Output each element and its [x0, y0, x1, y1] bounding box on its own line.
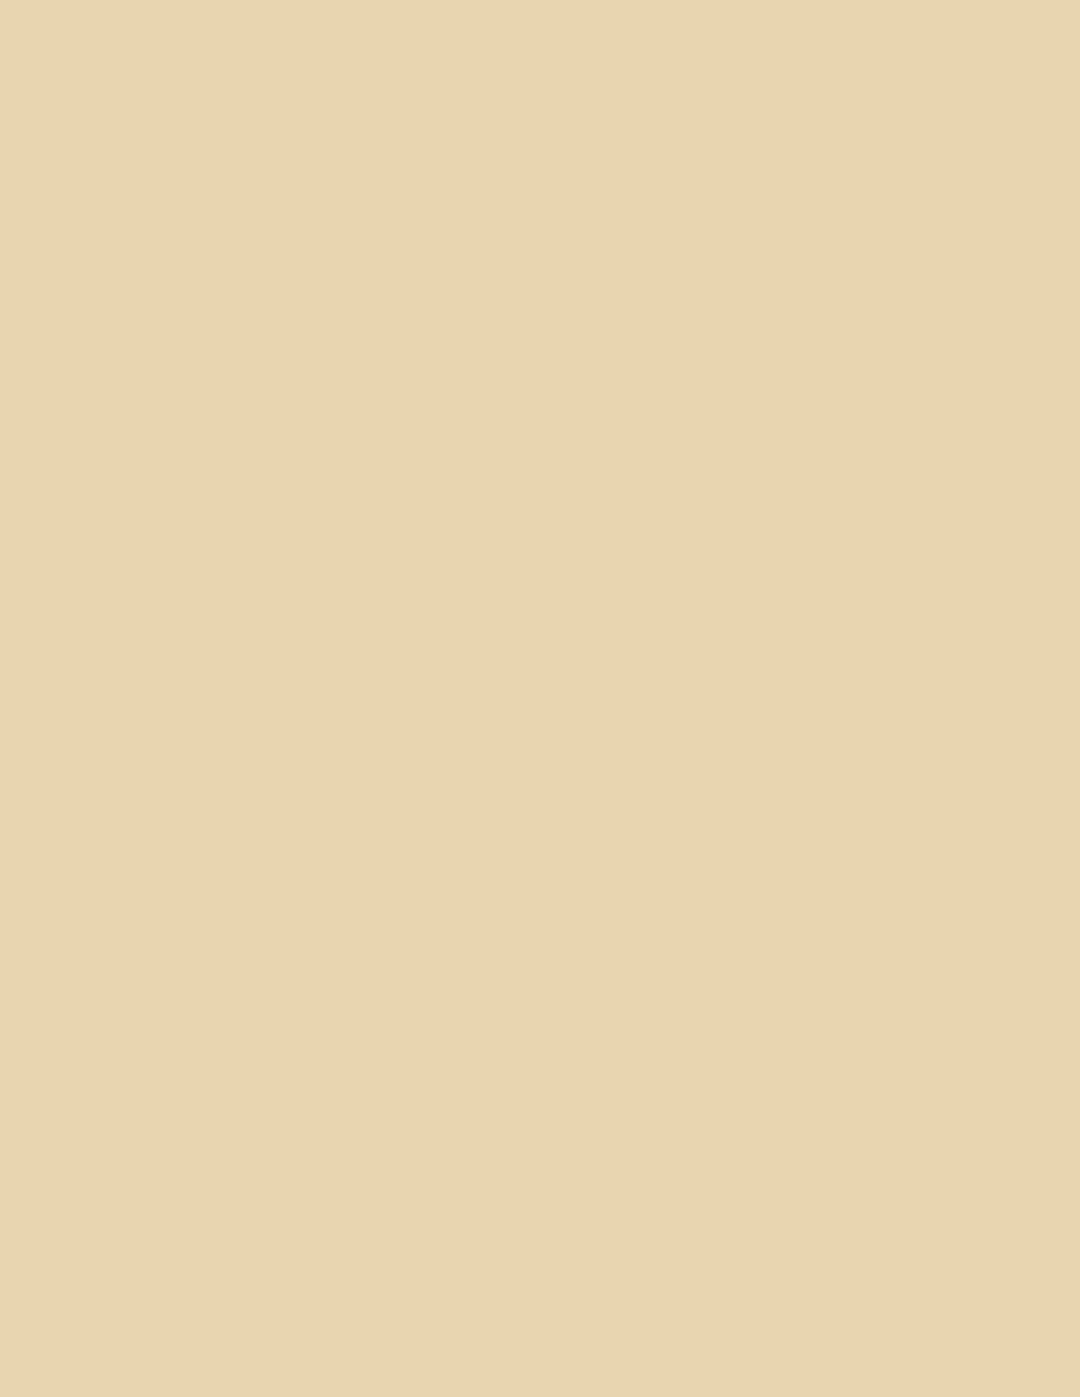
Text: Figure 28: Figure 28: [689, 675, 752, 687]
FancyBboxPatch shape: [208, 0, 1080, 1108]
Text: REV: REV: [71, 834, 80, 838]
FancyBboxPatch shape: [0, 0, 962, 1397]
FancyBboxPatch shape: [375, 0, 1057, 851]
FancyBboxPatch shape: [0, 0, 951, 1397]
Text: FWD: FWD: [948, 1227, 958, 1231]
FancyBboxPatch shape: [0, 320, 489, 1175]
Circle shape: [636, 1080, 934, 1397]
Text: will signify the pitch: will signify the pitch: [373, 272, 525, 286]
Circle shape: [241, 658, 269, 694]
FancyBboxPatch shape: [0, 0, 972, 1397]
FancyBboxPatch shape: [255, 402, 1080, 1397]
Circle shape: [611, 330, 678, 416]
Bar: [73, 805, 232, 824]
FancyBboxPatch shape: [485, 705, 1080, 1397]
Circle shape: [645, 376, 933, 749]
Text: p/b: p/b: [55, 911, 64, 916]
Text: percentage (speed) of the sample. +0 00 is your default setting - Normal: percentage (speed) of the sample. +0 00 …: [28, 291, 565, 305]
Text: CUE: CUE: [651, 556, 662, 562]
FancyBboxPatch shape: [0, 320, 427, 1175]
Text: Figure 30: Figure 30: [689, 1384, 752, 1397]
Text: clockwise direction will increase the volume. Turning the wheel in a counter-: clockwise direction will increase the vo…: [295, 773, 855, 787]
Text: PRO-SCRATCH2: PRO-SCRATCH2: [737, 1044, 769, 1048]
Circle shape: [690, 1134, 723, 1176]
Text: either a momentary change or set adjustment. The sample values are changed in th: either a momentary change or set adjustm…: [28, 180, 761, 196]
Circle shape: [772, 539, 807, 584]
FancyBboxPatch shape: [572, 752, 1080, 1397]
FancyBboxPatch shape: [0, 0, 942, 1397]
FancyBboxPatch shape: [600, 0, 1080, 851]
Circle shape: [82, 756, 99, 778]
FancyBboxPatch shape: [0, 17, 644, 1397]
Text: Figure 29: Figure 29: [123, 985, 186, 997]
FancyBboxPatch shape: [159, 0, 1080, 1108]
Text: Changing the Sample Parameters - Volume: Changing the Sample Parameters - Volume: [295, 680, 681, 694]
Text: Scratch: Scratch: [144, 813, 164, 817]
FancyBboxPatch shape: [600, 705, 1080, 1397]
Text: PRO-SCRATCH2: PRO-SCRATCH2: [741, 334, 774, 337]
Circle shape: [602, 1038, 672, 1129]
Bar: [38, 759, 58, 774]
Text: While a sample is playing push the: While a sample is playing push the: [28, 254, 289, 270]
FancyBboxPatch shape: [0, 363, 510, 1217]
Bar: [618, 492, 654, 507]
Bar: [609, 1118, 646, 1134]
Circle shape: [829, 1134, 862, 1176]
Circle shape: [120, 756, 137, 778]
FancyBboxPatch shape: [474, 42, 1080, 895]
Bar: [674, 1194, 967, 1215]
Text: Scratch: Scratch: [814, 493, 835, 497]
Circle shape: [832, 425, 863, 465]
FancyBboxPatch shape: [0, 17, 672, 1397]
Circle shape: [53, 774, 215, 982]
Circle shape: [659, 1108, 912, 1397]
Bar: [609, 1201, 646, 1218]
Text: FWD: FWD: [946, 517, 956, 521]
FancyBboxPatch shape: [368, 752, 1052, 1397]
Text: SV: SV: [653, 718, 671, 733]
FancyBboxPatch shape: [306, 402, 1080, 1397]
Bar: [32, 644, 276, 678]
Text: While a sample is playing push the: While a sample is playing push the: [295, 700, 556, 715]
Circle shape: [768, 1249, 804, 1295]
Bar: [609, 1146, 646, 1162]
Bar: [604, 314, 1047, 349]
Text: in the: in the: [484, 718, 536, 733]
Text: ©American Audio®  -  www.americandj.com  -  Pro-Scratch 2™ Instruction Manual Pa: ©American Audio® - www.americandj.com - …: [286, 1375, 794, 1384]
Text: volume of the sample. 10 00 is your default setting - Normal playback. Any: volume of the sample. 10 00 is your defa…: [295, 736, 848, 752]
Circle shape: [689, 1147, 882, 1397]
Text: LCD DISPLAY (19).: LCD DISPLAY (19).: [243, 272, 377, 286]
Text: PRO-SCRATCH2: PRO-SCRATCH2: [99, 662, 133, 666]
Text: tap will display: tap will display: [28, 272, 143, 286]
Bar: [681, 485, 964, 506]
FancyBboxPatch shape: [522, 752, 1080, 1397]
Text: 88 ||||||||  888-: 88 |||||||| 888-: [798, 355, 847, 360]
Bar: [1024, 1236, 1042, 1246]
Text: clockwise direction will decrease the parameters value.: clockwise direction will decrease the pa…: [295, 789, 703, 805]
Text: SP: SP: [360, 272, 378, 286]
Text: FWD: FWD: [219, 834, 229, 838]
Text: Changing the Sample Parameters - Hold Function: Changing the Sample Parameters - Hold Fu…: [28, 1039, 472, 1055]
Bar: [262, 845, 273, 852]
FancyBboxPatch shape: [573, 42, 1080, 895]
Text: adjustments will be based on this default setting. Turning the knob in a: adjustments will be based on this defaul…: [295, 754, 819, 768]
FancyBboxPatch shape: [0, 363, 455, 1217]
FancyBboxPatch shape: [0, 320, 521, 1175]
Bar: [594, 1024, 1051, 1059]
Text: AMERICAN AUDIO: AMERICAN AUDIO: [730, 320, 785, 324]
FancyBboxPatch shape: [203, 402, 1080, 1397]
Bar: [1020, 527, 1038, 536]
FancyBboxPatch shape: [419, 752, 1080, 1397]
FancyBboxPatch shape: [487, 0, 1080, 851]
Bar: [1027, 1143, 1039, 1352]
